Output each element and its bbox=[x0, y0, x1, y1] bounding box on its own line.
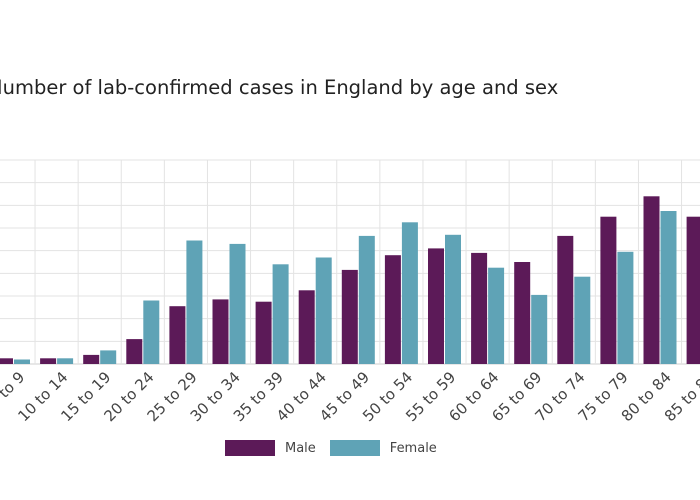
bar-male-45-to-49[interactable] bbox=[341, 269, 358, 364]
bar-female-70-to-74[interactable] bbox=[574, 276, 591, 364]
bar-male-70-to-74[interactable] bbox=[557, 235, 574, 364]
bar-female-80-to-84[interactable] bbox=[660, 211, 677, 364]
bar-male-60-to-64[interactable] bbox=[471, 252, 488, 364]
bar-female-50-to-54[interactable] bbox=[401, 222, 418, 364]
bar-male-80-to-84[interactable] bbox=[643, 196, 660, 364]
bar-female-65-to-69[interactable] bbox=[531, 294, 548, 364]
bar-male-30-to-34[interactable] bbox=[212, 299, 229, 364]
bars-layer bbox=[0, 196, 700, 364]
bar-male-0-to-9[interactable] bbox=[0, 358, 13, 364]
legend-label-male: Male bbox=[285, 440, 316, 456]
bar-male-35-to-39[interactable] bbox=[255, 301, 272, 364]
bar-female-55-to-59[interactable] bbox=[445, 234, 461, 364]
bar-female-0-to-9[interactable] bbox=[14, 359, 30, 365]
bar-male-10-to-14[interactable] bbox=[40, 358, 57, 364]
bar-male-85-to-89[interactable] bbox=[686, 216, 700, 364]
bar-female-45-to-49[interactable] bbox=[358, 235, 375, 364]
bar-male-75-to-79[interactable] bbox=[600, 216, 617, 364]
bar-female-40-to-44[interactable] bbox=[315, 257, 332, 365]
bar-male-65-to-69[interactable] bbox=[514, 262, 531, 364]
bar-female-75-to-79[interactable] bbox=[617, 251, 634, 364]
bar-male-40-to-44[interactable] bbox=[298, 290, 315, 364]
legend-label-female: Female bbox=[389, 440, 437, 456]
bar-male-20-to-24[interactable] bbox=[126, 339, 143, 364]
bar-male-15-to-19[interactable] bbox=[83, 354, 100, 364]
legend-swatch-male bbox=[225, 440, 275, 456]
bar-male-25-to-29[interactable] bbox=[169, 306, 186, 364]
legend-item-female[interactable]: Female bbox=[329, 440, 437, 456]
bar-female-60-to-64[interactable] bbox=[488, 267, 505, 364]
bar-male-50-to-54[interactable] bbox=[384, 255, 401, 364]
bar-female-35-to-39[interactable] bbox=[272, 264, 289, 364]
bar-female-25-to-29[interactable] bbox=[186, 240, 203, 365]
chart-title: Number of lab-confirmed cases in England… bbox=[0, 76, 559, 99]
legend-swatch-female bbox=[329, 440, 380, 456]
legend-item-male[interactable]: Male bbox=[225, 440, 316, 456]
bar-male-55-to-59[interactable] bbox=[428, 248, 444, 364]
legend: Male Female bbox=[225, 440, 451, 456]
bar-female-20-to-24[interactable] bbox=[143, 300, 160, 365]
bar-female-10-to-14[interactable] bbox=[57, 358, 74, 364]
bar-female-30-to-34[interactable] bbox=[229, 243, 246, 364]
bar-female-15-to-19[interactable] bbox=[100, 350, 117, 364]
